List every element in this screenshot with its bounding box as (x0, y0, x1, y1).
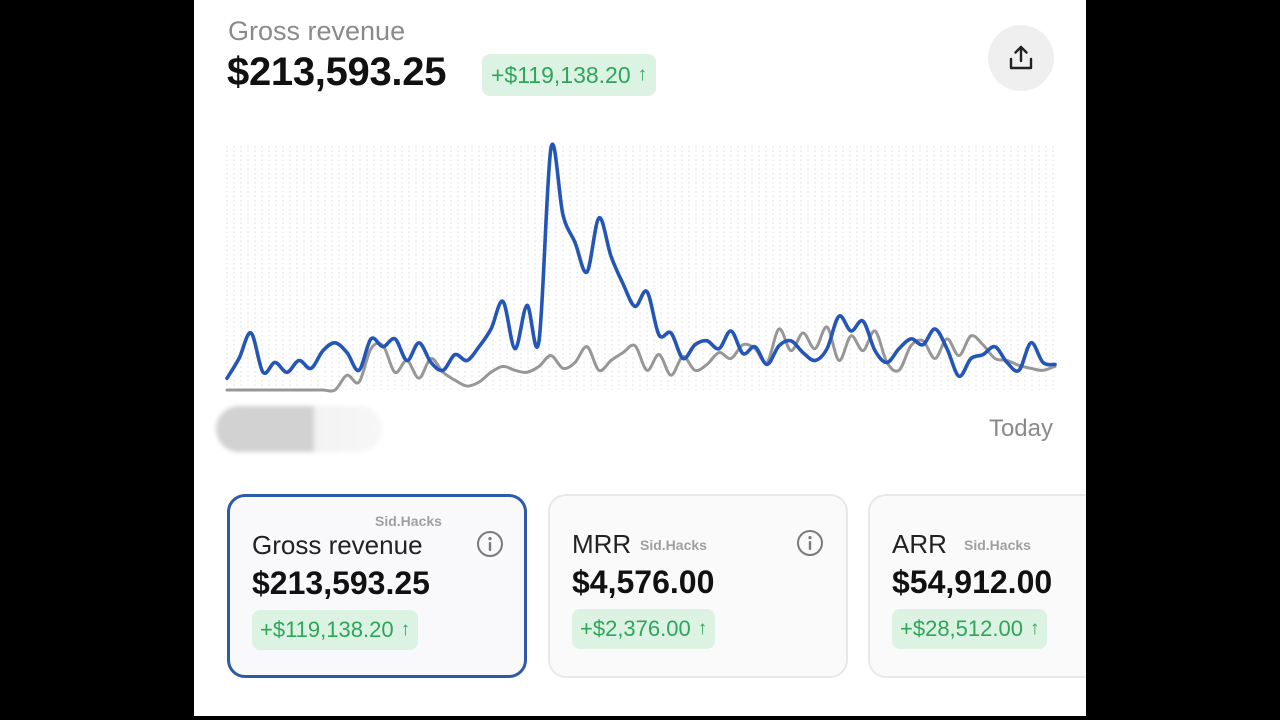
watermark: Sid.Hacks (964, 537, 1031, 553)
current-period-line (225, 142, 1057, 380)
info-icon[interactable] (796, 529, 824, 557)
metric-title: ARR (892, 529, 947, 559)
metric-value: $54,912.00 (892, 564, 1053, 600)
revenue-panel: Gross revenue $213,593.25 +$119,138.20 ↑… (194, 0, 1086, 716)
chart-end-label: Today (988, 415, 1053, 442)
gross-revenue-value: $213,593.25 (227, 50, 447, 94)
metric-change-badge: +$119,138.20 ↑ (252, 610, 419, 650)
metric-value: $4,576.00 (572, 564, 715, 600)
info-icon[interactable] (476, 530, 504, 558)
chart-grid (226, 146, 1054, 390)
arrow-up-icon: ↑ (1029, 618, 1040, 639)
page-title: Gross revenue (228, 16, 406, 46)
revenue-line-chart[interactable] (225, 140, 1057, 400)
metric-change-value: +$2,376.00 (580, 616, 691, 641)
arrow-up-icon: ↑ (697, 618, 708, 639)
arrow-up-icon: ↑ (637, 64, 648, 85)
metric-change-value: +$28,512.00 (900, 616, 1023, 641)
revenue-change-value: +$119,138.20 (491, 61, 631, 88)
date-range-label (216, 406, 382, 452)
metric-change-badge: +$2,376.00 ↑ (572, 609, 716, 649)
metric-card-gross-revenue[interactable]: Sid.Hacks Gross revenue $213,593.25 +$11… (227, 494, 527, 678)
metric-card-mrr[interactable]: Sid.Hacks MRR $4,576.00 +$2,376.00 ↑ (548, 494, 848, 678)
metric-title: Gross revenue (252, 530, 423, 560)
watermark: Sid.Hacks (375, 513, 442, 529)
metric-title: MRR (572, 529, 632, 559)
metric-change-value: +$119,138.20 (260, 617, 394, 642)
watermark: Sid.Hacks (640, 537, 707, 553)
metric-card-arr[interactable]: Sid.Hacks ARR $54,912.00 +$28,512.00 ↑ (868, 494, 1086, 678)
revenue-change-badge: +$119,138.20 ↑ (482, 54, 657, 96)
export-button[interactable] (988, 25, 1054, 91)
arrow-up-icon: ↑ (400, 619, 411, 640)
metric-change-badge: +$28,512.00 ↑ (892, 609, 1048, 649)
metric-value: $213,593.25 (252, 565, 430, 601)
upload-share-icon (1009, 45, 1033, 70)
